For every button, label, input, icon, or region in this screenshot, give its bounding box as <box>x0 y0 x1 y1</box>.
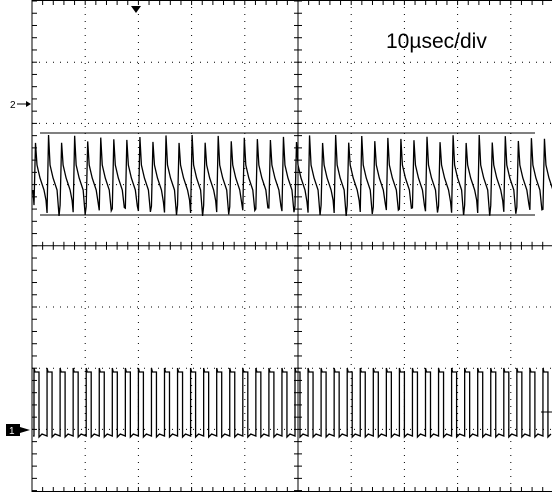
graticule <box>31 0 552 492</box>
channel-1-label: 1 <box>9 426 15 437</box>
timebase-label: 10µsec/div <box>386 30 487 53</box>
trigger-marker <box>131 6 141 13</box>
channel-2-trace <box>32 134 552 217</box>
channel-1-trace <box>33 367 552 439</box>
channel-2-label: 2 <box>10 100 16 111</box>
channel-2-arrow <box>26 101 31 107</box>
channel-1-marker-box <box>6 424 20 436</box>
channel-1-arrow <box>20 427 30 433</box>
